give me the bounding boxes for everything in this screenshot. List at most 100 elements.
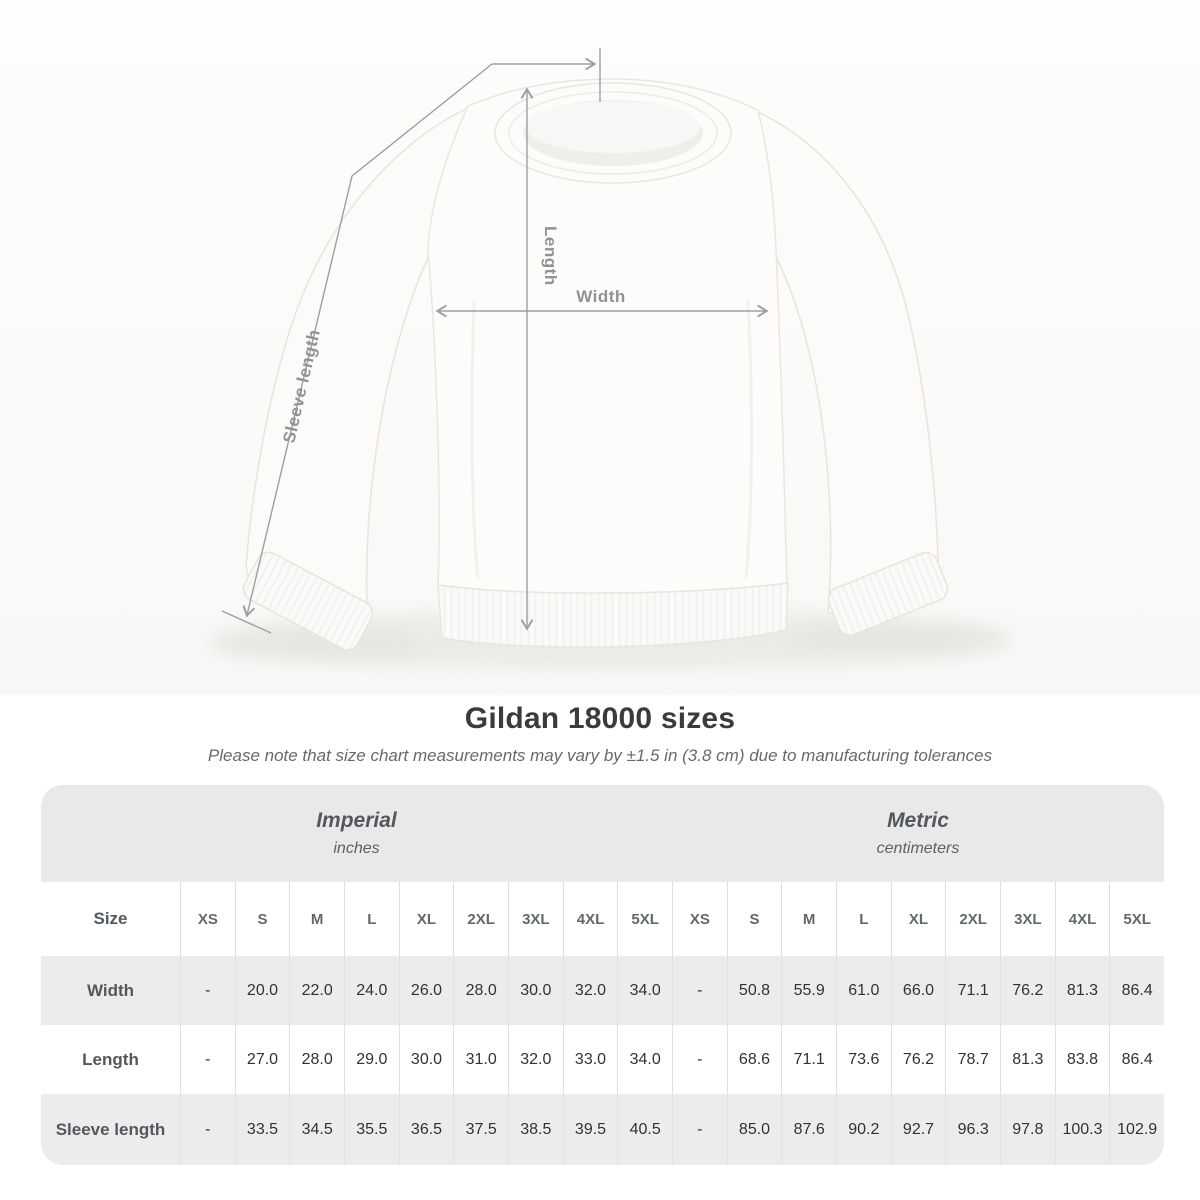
size-table: Imperial inches Metric centimeters Size X… [41,785,1164,1165]
left-sleeve [245,107,469,632]
measurement-lines [221,48,769,634]
table-cell: - [672,1025,727,1094]
table-cell: 40.5 [617,1094,672,1165]
table-cell: 92.7 [890,1094,946,1165]
tolerance-note: Please note that size chart measurements… [207,746,993,765]
size-col-header: M [781,882,836,956]
sweatshirt-diagram-svg: Width Length Sleeve length [0,0,1200,695]
row-label: Width [41,956,180,1025]
table-cell: 33.5 [234,1094,290,1165]
table-cell: 100.3 [1054,1094,1110,1165]
size-col-header: L [344,882,399,956]
table-cell: 32.0 [508,1025,563,1094]
table-cell: 71.1 [781,1025,836,1094]
table-cell: 34.0 [617,956,672,1025]
size-col-header: 3XL [508,882,563,956]
size-col-header: S [234,882,290,956]
table-cell: 33.0 [562,1025,618,1094]
table-cell: 81.3 [1000,1025,1055,1094]
size-col-header: XS [672,882,727,956]
table-cell: 20.0 [234,956,290,1025]
size-col-header: M [289,882,344,956]
table-cell: 27.0 [234,1025,290,1094]
hem-band [437,582,789,648]
imperial-group-header: Imperial inches [41,785,672,882]
table-cell: 38.5 [508,1094,563,1165]
table-cell: 22.0 [289,956,344,1025]
length-label: Length [541,226,560,286]
left-cuff [242,551,374,651]
size-col-header: S [726,882,782,956]
table-cell: 83.8 [1054,1025,1110,1094]
table-cell: 85.0 [726,1094,782,1165]
table-cell: - [180,1094,235,1165]
table-cell: 39.5 [562,1094,618,1165]
table-cell: 81.3 [1054,956,1110,1025]
table-cell: - [180,956,235,1025]
table-cell: 28.0 [453,956,508,1025]
table-cell: - [672,1094,727,1165]
table-cell: 78.7 [945,1025,1000,1094]
table-cell: 36.5 [398,1094,454,1165]
table-cell: 86.4 [1109,956,1164,1025]
size-col-header: 2XL [945,882,1000,956]
table-cell: 30.0 [508,956,563,1025]
fold-line [470,299,480,579]
imperial-unit: inches [333,840,380,857]
table-cell: 26.0 [398,956,454,1025]
table-cell: 102.9 [1109,1094,1164,1165]
page-title: Gildan 18000 sizes [464,702,736,735]
table-cell: - [180,1025,235,1094]
table-cell: 29.0 [344,1025,399,1094]
size-col-header: 2XL [453,882,508,956]
table-cell: 34.5 [289,1094,344,1165]
table-cell: 68.6 [726,1025,782,1094]
table-cell: 71.1 [945,956,1000,1025]
right-cuff-shadow [785,622,1005,654]
table-cell: 28.0 [289,1025,344,1094]
size-col-header: 4XL [1054,882,1110,956]
table-cell: 76.2 [1000,956,1055,1025]
row-label: Sleeve length [41,1094,180,1165]
garment-measurement-diagram: Width Length Sleeve length [0,0,1200,695]
table-cell: 76.2 [890,1025,946,1094]
table-cell: 50.8 [726,956,782,1025]
width-label: Width [576,287,626,306]
left-cuff-shadow [205,629,425,661]
table-cell: 61.0 [836,956,891,1025]
metric-label: Metric [887,809,949,832]
table-cell: 55.9 [781,956,836,1025]
row-label: Length [41,1025,180,1094]
table-cell: 90.2 [836,1094,891,1165]
size-col-header: XL [890,882,946,956]
size-col-header: L [836,882,891,956]
sweatshirt-body [427,78,788,597]
table-cell: 30.0 [398,1025,454,1094]
size-column-header: Size [41,882,180,956]
table-cell: 24.0 [344,956,399,1025]
table-cell: - [672,956,727,1025]
table-cell: 86.4 [1109,1025,1164,1094]
table-cell: 32.0 [562,956,618,1025]
size-col-header: 4XL [562,882,618,956]
metric-group-header: Metric centimeters [672,785,1164,882]
table-cell: 37.5 [453,1094,508,1165]
size-col-header: XS [180,882,235,956]
size-col-header: XL [398,882,454,956]
size-col-header: 3XL [1000,882,1055,956]
table-cell: 35.5 [344,1094,399,1165]
size-col-header: 5XL [1109,882,1164,956]
table-cell: 34.0 [617,1025,672,1094]
imperial-label: Imperial [316,809,397,832]
table-cell: 73.6 [836,1025,891,1094]
metric-unit: centimeters [876,840,960,857]
sleeve-length-line [242,63,493,618]
table-cell: 97.8 [1000,1094,1055,1165]
table-cell: 96.3 [945,1094,1000,1165]
size-col-header: 5XL [617,882,672,956]
table-cell: 31.0 [453,1025,508,1094]
sleeve-end-tick [221,610,272,634]
fold-line [744,299,754,579]
right-cuff [827,551,949,637]
table-cell: 87.6 [781,1094,836,1165]
